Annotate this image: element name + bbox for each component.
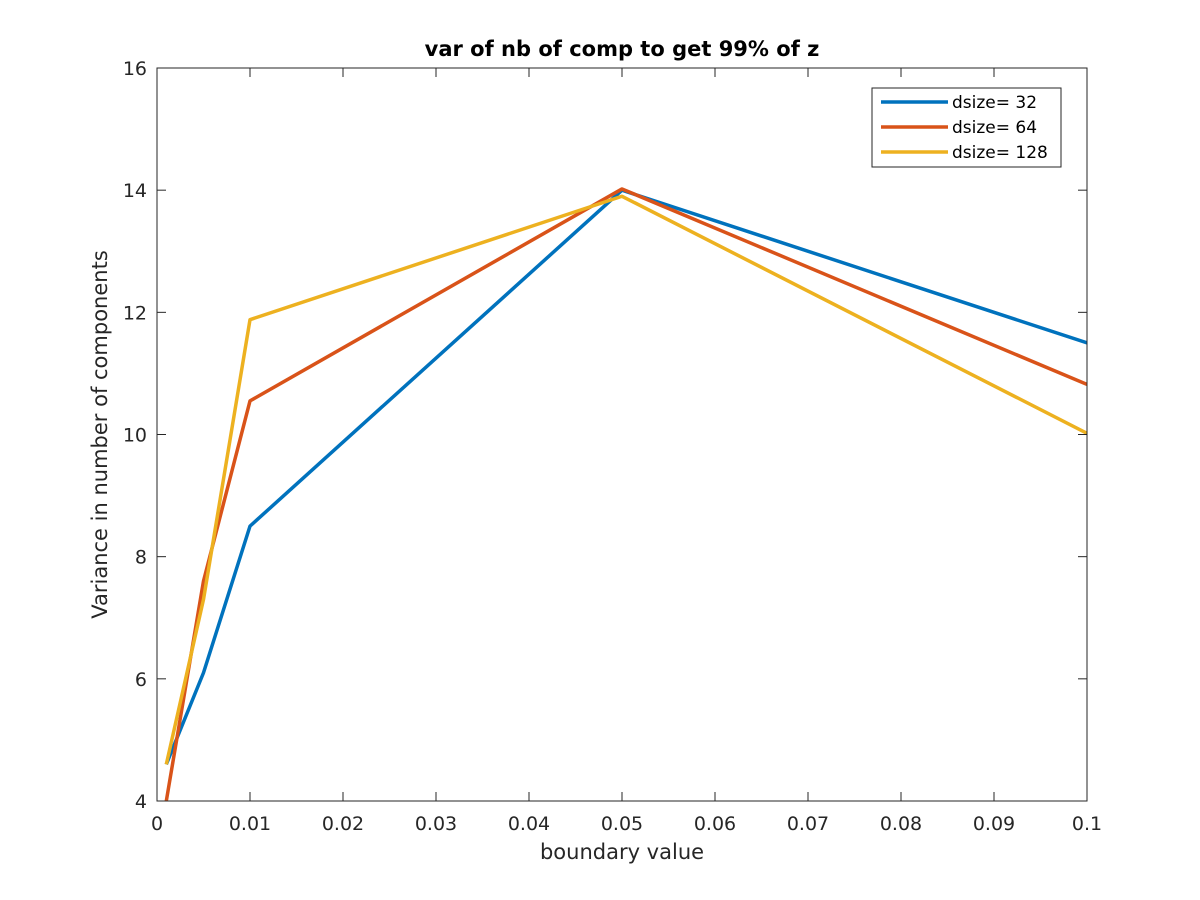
x-tick-label: 0.08 <box>880 813 922 835</box>
legend-label-1: dsize= 32 <box>952 93 1037 113</box>
y-tick-label: 10 <box>123 425 147 447</box>
x-tick-label: 0.03 <box>415 813 457 835</box>
x-tick-label: 0.06 <box>694 813 736 835</box>
y-tick-label: 14 <box>123 180 147 202</box>
x-tick-label: 0.09 <box>973 813 1015 835</box>
x-tick-label: 0.04 <box>508 813 550 835</box>
y-tick-label: 6 <box>135 669 147 691</box>
x-axis-label: boundary value <box>540 840 704 864</box>
x-tick-label: 0.02 <box>322 813 364 835</box>
y-axis-label: Variance in number of components <box>88 250 112 619</box>
y-tick-label: 4 <box>135 791 147 813</box>
legend-label-3: dsize= 128 <box>952 143 1048 163</box>
y-tick-label: 16 <box>123 58 147 80</box>
y-tick-label: 12 <box>123 302 147 324</box>
ticks-layer: 0 0.01 0.02 0.03 0.04 0.05 0.06 0.07 0.08 0.09 0.1… <box>123 58 1102 835</box>
legend-label-2: dsize= 64 <box>952 118 1037 138</box>
series-layer <box>164 187 1087 801</box>
x-tick-label: 0.1 <box>1072 813 1102 835</box>
x-tick-label: 0 <box>151 813 163 835</box>
x-tick-label: 0.01 <box>229 813 271 835</box>
x-tick-label: 0.07 <box>787 813 829 835</box>
plot-area <box>157 68 1087 801</box>
chart-title: var of nb of comp to get 99% of z <box>425 37 820 61</box>
series-line-1 <box>164 188 1087 766</box>
series-line-3 <box>164 194 1087 765</box>
legend: dsize= 32 dsize= 64 dsize= 128 <box>871 87 1062 168</box>
y-tick-label: 8 <box>135 547 147 569</box>
x-tick-label: 0.05 <box>601 813 643 835</box>
